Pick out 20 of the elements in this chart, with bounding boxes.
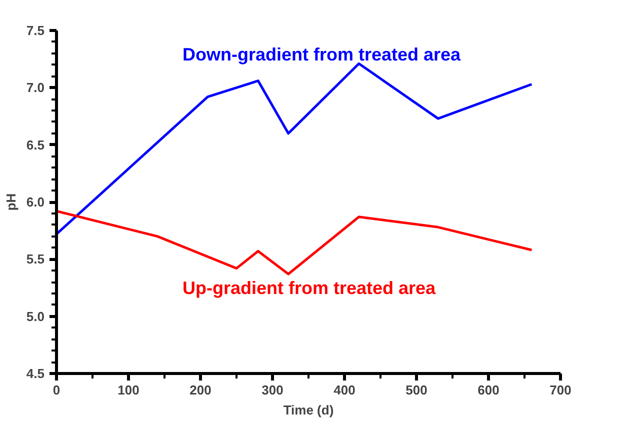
x-axis-title: Time (d) (283, 402, 334, 418)
y-tick-label: 5.5 (26, 252, 45, 267)
line-series (56, 210, 533, 276)
x-tick-label: 0 (52, 382, 60, 398)
series-label: Down-gradient from treated area (182, 44, 462, 65)
x-tick-label: 400 (334, 382, 356, 398)
series-label: Up-gradient from treated area (182, 278, 437, 298)
x-tick-label: 600 (478, 382, 500, 398)
x-tick-label: 300 (262, 382, 284, 398)
x-tick-label: 100 (118, 382, 140, 398)
y-tick-label: 6.0 (26, 194, 45, 210)
y-tick-label: 7.0 (26, 80, 45, 96)
y-axis-title: pH (3, 193, 18, 211)
y-tick-label: 7.5 (26, 23, 45, 38)
y-tick-label: 5.0 (26, 308, 45, 324)
x-tick-label: 200 (190, 382, 212, 398)
y-tick-label: 4.5 (26, 366, 45, 381)
x-tick-label: 700 (550, 382, 572, 398)
y-tick-label: 6.5 (26, 137, 45, 152)
x-tick-label: 500 (406, 382, 428, 398)
